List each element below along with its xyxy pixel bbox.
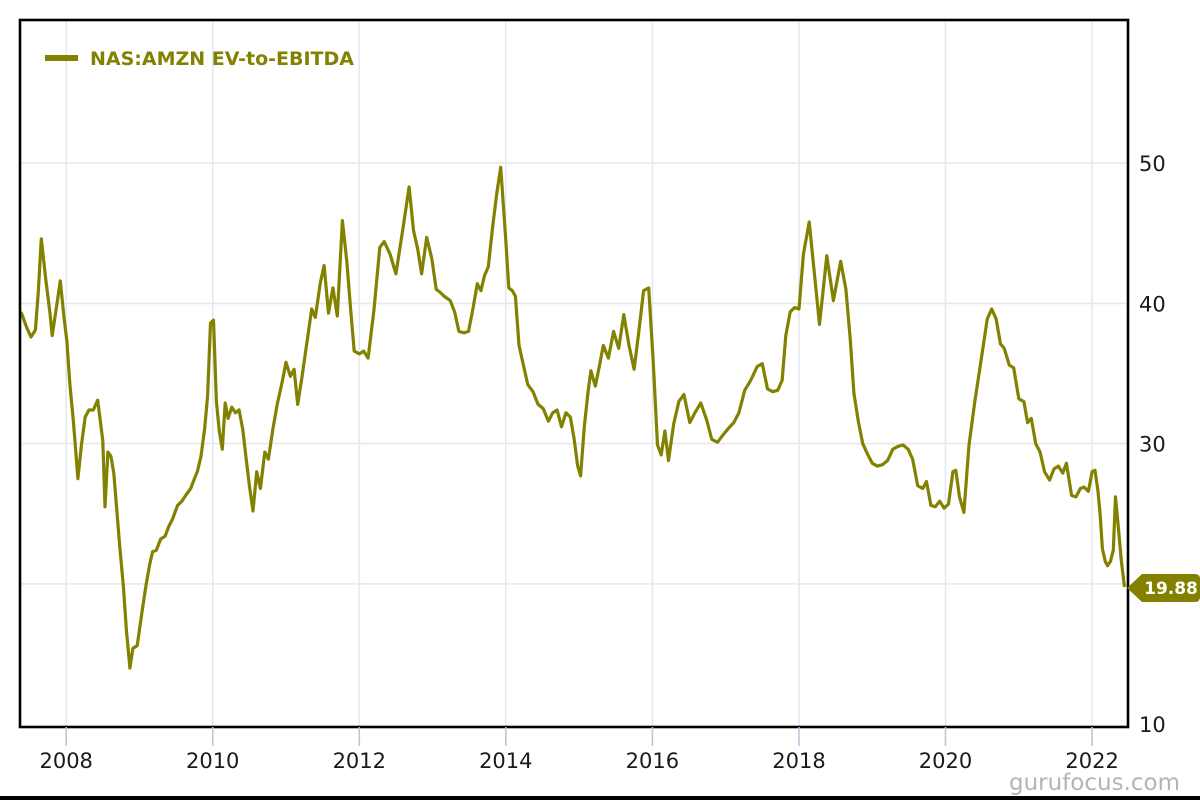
vertical-gridlines [65, 20, 1093, 727]
last-value-badge: 19.88 [1127, 574, 1200, 602]
x-axis-ticks [65, 727, 1093, 746]
bottom-edge-bar [0, 796, 1200, 800]
badge-value: 19.88 [1144, 579, 1198, 599]
legend-series-label: NAS:AMZN EV-to-EBITDA [90, 48, 354, 70]
badge-arrow-shape [1127, 574, 1200, 602]
y-axis-label-30: 30 [1139, 433, 1166, 457]
x-axis-label-2020: 2020 [919, 749, 972, 773]
ev-to-ebitda-line [19, 165, 1126, 670]
legend[interactable]: NAS:AMZN EV-to-EBITDA [45, 48, 354, 70]
y-axis-label-10: 10 [1139, 713, 1166, 737]
x-axis-label-2012: 2012 [333, 749, 386, 773]
y-axis-label-50: 50 [1139, 152, 1166, 176]
x-axis-label-2016: 2016 [626, 749, 679, 773]
plot-frame [18, 18, 1130, 729]
x-axis-label-2018: 2018 [772, 749, 825, 773]
x-axis-label-2022: 2022 [1065, 749, 1118, 773]
x-axis-label-2010: 2010 [186, 749, 239, 773]
x-axis-labels: 2008 2010 2012 2014 2016 2018 2020 2022 [39, 749, 1118, 773]
horizontal-gridlines [20, 162, 1128, 585]
y-axis-label-40: 40 [1139, 292, 1166, 316]
watermark-text: gurufocus.com [1009, 770, 1180, 796]
y-axis-labels: 1020304050 [1139, 152, 1166, 737]
series-group [19, 165, 1126, 670]
x-axis-label-2008: 2008 [39, 749, 92, 773]
x-axis-label-2014: 2014 [479, 749, 532, 773]
